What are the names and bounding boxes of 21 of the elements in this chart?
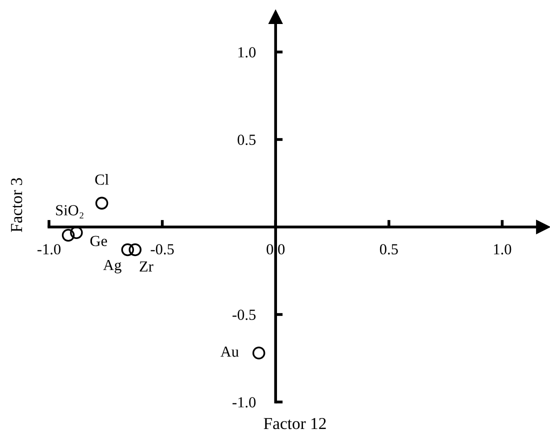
annotation: Ge (90, 236, 108, 246)
x-tick-label: 0.5 (380, 244, 398, 254)
point (252, 346, 266, 360)
y-tick-label: 0.5 (238, 134, 256, 146)
point (128, 243, 142, 256)
x-axis-title: Factor 12 (264, 418, 326, 430)
point (95, 196, 108, 210)
annotation: Cl (95, 174, 109, 185)
y-tick-label: -0.5 (232, 310, 256, 320)
annotation: Zr (140, 261, 154, 272)
y-axis-title: Factor 3 (10, 178, 22, 232)
annotation: SiO₂ (56, 205, 84, 218)
point (121, 243, 134, 256)
point (62, 228, 75, 242)
x-tick-label: 1.0 (494, 244, 512, 254)
y-tick-label: 1.0 (238, 47, 256, 58)
annotation: Ag (103, 260, 122, 274)
x-tick-label: -0.5 (150, 244, 174, 254)
x-tick-label: -1.0 (37, 244, 61, 254)
annotation: Au (220, 346, 239, 357)
y-tick-label: -1.0 (232, 397, 256, 408)
